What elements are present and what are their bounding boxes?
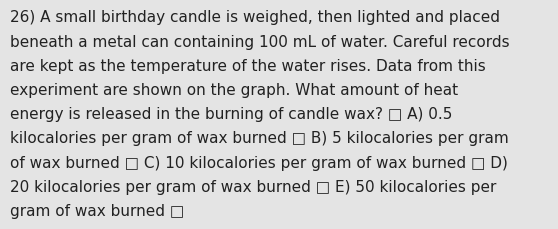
- Text: are kept as the temperature of the water rises. Data from this: are kept as the temperature of the water…: [10, 59, 486, 74]
- Text: beneath a metal can containing 100 mL of water. Careful records: beneath a metal can containing 100 mL of…: [10, 34, 509, 49]
- Text: experiment are shown on the graph. What amount of heat: experiment are shown on the graph. What …: [10, 83, 458, 98]
- Text: kilocalories per gram of wax burned □ B) 5 kilocalories per gram: kilocalories per gram of wax burned □ B)…: [10, 131, 509, 146]
- Text: energy is released in the burning of candle wax? □ A) 0.5: energy is released in the burning of can…: [10, 107, 453, 122]
- Text: of wax burned □ C) 10 kilocalories per gram of wax burned □ D): of wax burned □ C) 10 kilocalories per g…: [10, 155, 508, 170]
- Text: 20 kilocalories per gram of wax burned □ E) 50 kilocalories per: 20 kilocalories per gram of wax burned □…: [10, 179, 497, 194]
- Text: 26) A small birthday candle is weighed, then lighted and placed: 26) A small birthday candle is weighed, …: [10, 10, 500, 25]
- Text: gram of wax burned □: gram of wax burned □: [10, 203, 184, 218]
